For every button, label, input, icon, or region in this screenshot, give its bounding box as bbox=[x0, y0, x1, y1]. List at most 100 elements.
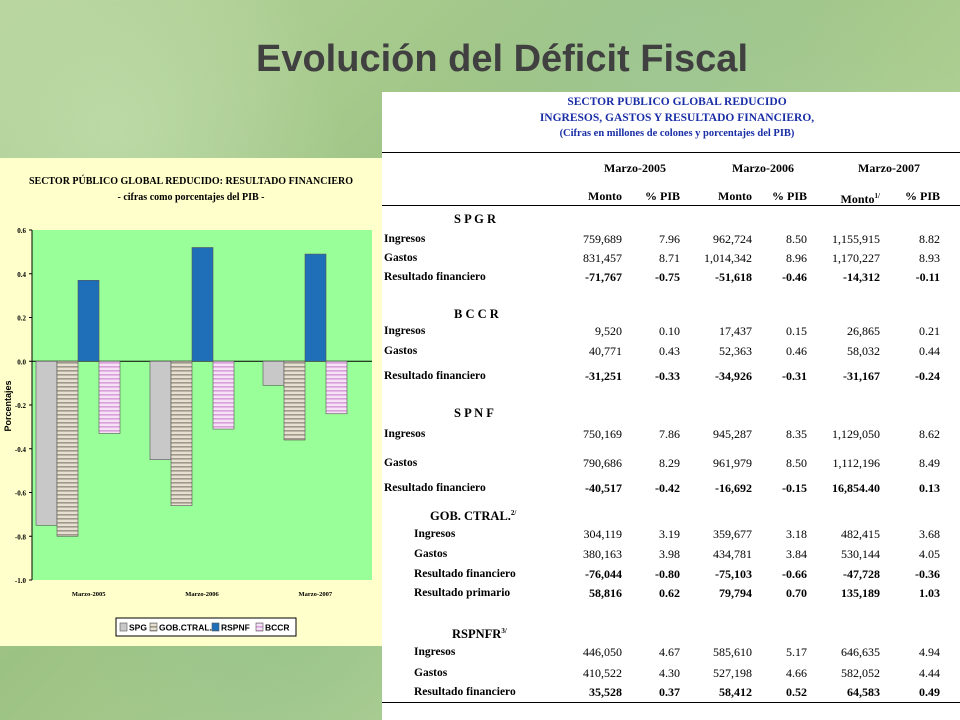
footnote-mark: 1/ bbox=[874, 192, 880, 200]
row-label: Resultado financiero bbox=[414, 568, 516, 580]
y-axis-label: Porcentajes bbox=[3, 380, 13, 431]
row-label: Resultado financiero bbox=[384, 271, 486, 283]
table-cell: 945,287 bbox=[713, 427, 752, 441]
period-header: Marzo-2007 bbox=[858, 161, 920, 175]
legend-label: BCCR bbox=[265, 623, 290, 633]
bar-gobctral-1 bbox=[170, 360, 193, 506]
table-cell: 8.29 bbox=[659, 456, 680, 470]
table-cell: 3.68 bbox=[919, 527, 940, 541]
divider-line bbox=[382, 205, 960, 206]
table-cell: -0.75 bbox=[655, 270, 680, 284]
table-cell: 40,771 bbox=[589, 344, 622, 358]
table-cell: 4.67 bbox=[659, 645, 680, 659]
table-cell: 0.37 bbox=[659, 685, 680, 699]
table-cell: 58,816 bbox=[589, 586, 622, 600]
table-cell: 58,032 bbox=[847, 344, 880, 358]
divider-line bbox=[382, 152, 960, 153]
table-cell: -40,517 bbox=[585, 481, 622, 495]
table-cell: 8.50 bbox=[786, 232, 807, 246]
table-cell: -31,251 bbox=[585, 369, 622, 383]
table-cell: -0.42 bbox=[655, 481, 680, 495]
column-header-text: Monto bbox=[588, 189, 622, 203]
table-cell: -76,044 bbox=[585, 567, 622, 581]
row-label: Gastos bbox=[414, 667, 448, 679]
section-name: GOB. CTRAL. bbox=[430, 509, 511, 524]
column-header: Monto bbox=[672, 189, 752, 203]
y-tick-label: -0.8 bbox=[15, 533, 27, 541]
table-cell: -0.46 bbox=[782, 270, 807, 284]
table-cell: 3.84 bbox=[786, 547, 807, 561]
table-cell: 4.94 bbox=[919, 645, 940, 659]
table-cell: -0.66 bbox=[782, 567, 807, 581]
footnote-mark: 2/ bbox=[510, 509, 517, 517]
legend-label: RSPNF bbox=[221, 623, 250, 633]
table-cell: 4.30 bbox=[659, 666, 680, 680]
table-cell: 64,583 bbox=[847, 685, 880, 699]
y-tick-label: -1.0 bbox=[15, 577, 27, 585]
table-cell: 17,437 bbox=[719, 324, 752, 338]
chart-subtitle: - cifras como porcentajes del PIB - bbox=[117, 192, 264, 203]
bar-bccr-1 bbox=[212, 360, 235, 430]
row-label: Resultado financiero bbox=[414, 686, 516, 698]
table-cell: -71,767 bbox=[585, 270, 622, 284]
table-cell: 482,415 bbox=[841, 527, 880, 541]
bar-gobctral-2 bbox=[283, 360, 306, 441]
table-cell: 8.50 bbox=[786, 456, 807, 470]
table-cell: -0.36 bbox=[915, 567, 940, 581]
table-cell: 8.62 bbox=[919, 427, 940, 441]
table-cell: 79,794 bbox=[719, 586, 752, 600]
table-cell: 410,522 bbox=[583, 666, 622, 680]
section-name: RSPNFR bbox=[452, 627, 502, 642]
table-cell: 4.05 bbox=[919, 547, 940, 561]
column-header-text: Monto bbox=[718, 189, 752, 203]
section-header: GOB. CTRAL.2/ bbox=[430, 506, 516, 523]
table-cell: 790,686 bbox=[583, 456, 622, 470]
table-cell: 52,363 bbox=[719, 344, 752, 358]
table-title-line: SECTOR PUBLICO GLOBAL REDUCIDO bbox=[567, 96, 787, 108]
legend-swatch bbox=[149, 622, 158, 632]
bar-rspnf-2 bbox=[304, 253, 327, 362]
y-tick-label: 0.4 bbox=[17, 271, 26, 279]
table-cell: 8.82 bbox=[919, 232, 940, 246]
chart-title: SECTOR PÚBLICO GLOBAL REDUCIDO: RESULTAD… bbox=[29, 175, 353, 187]
table-cell: 0.44 bbox=[919, 344, 940, 358]
table-cell: 7.96 bbox=[659, 232, 680, 246]
data-table: SECTOR PUBLICO GLOBAL REDUCIDO INGRESOS, … bbox=[382, 92, 960, 720]
table-cell: 750,169 bbox=[583, 427, 622, 441]
bar-gobctral-0 bbox=[56, 360, 79, 537]
table-cell: -47,728 bbox=[843, 567, 880, 581]
period-header: Marzo-2006 bbox=[732, 161, 794, 175]
row-label: Gastos bbox=[384, 345, 418, 357]
bar-bccr-2 bbox=[325, 360, 348, 415]
table-cell: 582,052 bbox=[841, 666, 880, 680]
bar-rspnf-0 bbox=[77, 280, 100, 362]
row-label: Ingresos bbox=[414, 646, 456, 658]
table-cell: 831,457 bbox=[583, 251, 622, 265]
table-cell: 0.70 bbox=[786, 586, 807, 600]
section-name: S P N F bbox=[454, 406, 494, 420]
table-cell: 4.44 bbox=[919, 666, 940, 680]
column-header: Monto1/ bbox=[800, 189, 880, 206]
table-cell: 8.35 bbox=[786, 427, 807, 441]
table-cell: -0.15 bbox=[782, 481, 807, 495]
table-cell: 759,689 bbox=[583, 232, 622, 246]
table-cell: 8.93 bbox=[919, 251, 940, 265]
table-cell: 0.49 bbox=[919, 685, 940, 699]
footnote-mark: 3/ bbox=[501, 627, 507, 635]
row-label: Resultado financiero bbox=[384, 370, 486, 382]
table-cell: 304,119 bbox=[583, 527, 622, 541]
table-cell: 1,014,342 bbox=[704, 251, 752, 265]
table-cell: 0.43 bbox=[659, 344, 680, 358]
table-cell: 1,155,915 bbox=[832, 232, 880, 246]
table-cell: -0.31 bbox=[782, 369, 807, 383]
table-cell: 962,724 bbox=[713, 232, 752, 246]
section-name: S P G R bbox=[454, 212, 497, 226]
y-tick-label: 0.0 bbox=[17, 358, 26, 366]
table-cell: -14,312 bbox=[843, 270, 880, 284]
column-header-text: Monto bbox=[840, 192, 875, 206]
column-header: Monto bbox=[542, 189, 622, 203]
row-label: Resultado primario bbox=[414, 587, 511, 599]
y-tick-label: 0.6 bbox=[17, 227, 26, 235]
column-header: % PIB bbox=[727, 189, 807, 203]
table-cell: 0.21 bbox=[919, 324, 940, 338]
